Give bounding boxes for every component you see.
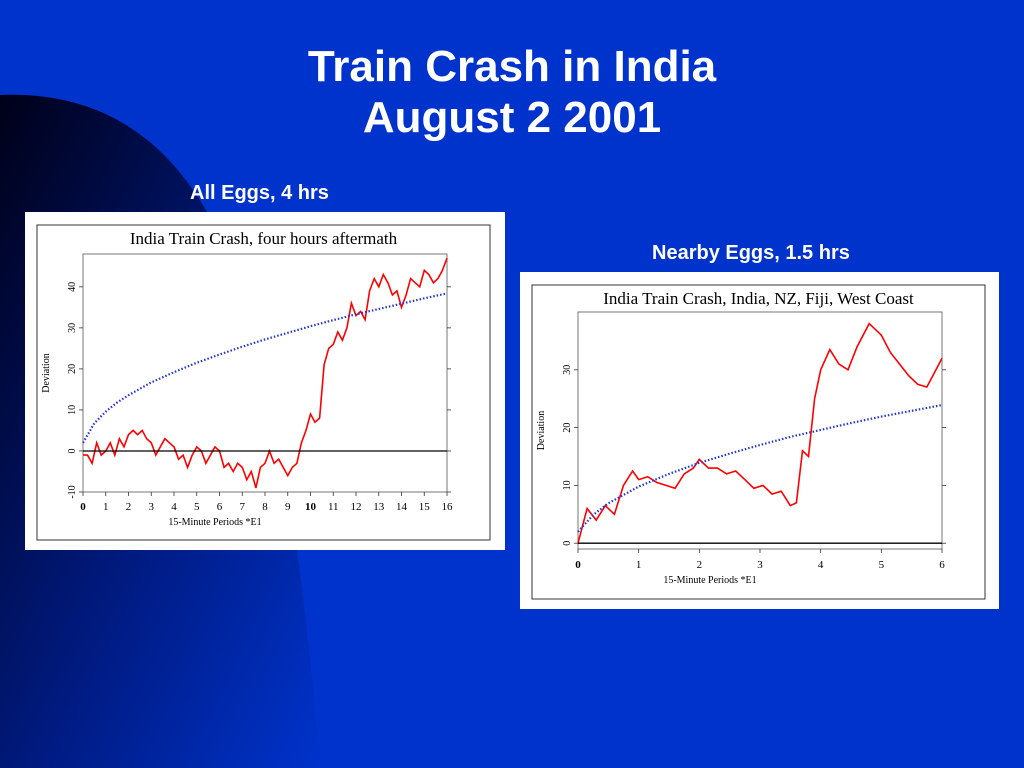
chart-card-right: India Train Crash, India, NZ, Fiji, West…	[520, 272, 999, 609]
x-tick-label: 9	[285, 501, 291, 513]
y-axis-label: Deviation	[536, 411, 547, 450]
x-tick-label: 16	[442, 501, 454, 513]
slide-title-line1: Train Crash in India	[307, 42, 717, 91]
y-tick-label: 20	[67, 364, 78, 374]
y-tick-label: 40	[67, 282, 78, 292]
x-tick-label: 1	[636, 559, 642, 571]
plot-area	[82, 253, 448, 493]
y-tick-label: 30	[562, 365, 573, 375]
chart-frame	[531, 284, 986, 600]
x-tick-label: 12	[351, 501, 362, 513]
x-tick-label: 0	[575, 559, 581, 571]
y-tick-label: 30	[67, 323, 78, 333]
x-tick-label: 3	[149, 501, 155, 513]
y-tick-label: 0	[67, 448, 78, 453]
series-expected-curve	[82, 292, 448, 444]
slide-title-line2: August 2 2001	[362, 93, 662, 142]
x-tick-label: 15	[419, 501, 431, 513]
y-axis-label: Deviation	[41, 353, 52, 392]
x-axis-label: 15-Minute Periods *E1	[168, 517, 261, 528]
series-deviation-line	[577, 322, 943, 544]
x-tick-label: 11	[328, 501, 339, 513]
x-tick-label: 10	[305, 501, 317, 513]
x-tick-label: 6	[939, 559, 945, 571]
y-tick-label: 0	[562, 541, 573, 546]
chart-title: India Train Crash, four hours aftermath	[130, 229, 398, 248]
x-tick-label: 13	[373, 501, 385, 513]
x-tick-label: 5	[194, 501, 200, 513]
x-tick-label: 5	[879, 559, 885, 571]
x-tick-label: 7	[240, 501, 246, 513]
series-expected-curve	[577, 404, 943, 533]
x-axis-label: 15-Minute Periods *E1	[663, 575, 756, 586]
chart-card-left: India Train Crash, four hours aftermath -…	[25, 212, 505, 550]
x-tick-label: 1	[103, 501, 109, 513]
x-tick-label: 2	[697, 559, 703, 571]
caption-nearby-eggs: Nearby Eggs, 1.5 hrs	[652, 242, 850, 264]
x-tick-label: 3	[757, 559, 763, 571]
caption-all-eggs: All Eggs, 4 hrs	[190, 182, 329, 204]
x-tick-label: 8	[262, 501, 268, 513]
y-tick-label: 10	[67, 405, 78, 415]
y-tick-label: -10	[67, 485, 78, 498]
series-deviation-line	[83, 257, 448, 489]
chart-frame	[36, 224, 491, 541]
chart-right: India Train Crash, India, NZ, Fiji, West…	[531, 284, 986, 600]
x-tick-label: 14	[396, 501, 408, 513]
x-tick-label: 2	[126, 501, 132, 513]
x-tick-label: 6	[217, 501, 223, 513]
chart-title: India Train Crash, India, NZ, Fiji, West…	[603, 289, 914, 308]
x-tick-label: 0	[80, 501, 86, 513]
chart-left: India Train Crash, four hours aftermath -…	[36, 224, 491, 541]
x-tick-label: 4	[818, 559, 824, 571]
x-tick-label: 4	[171, 501, 177, 513]
y-tick-label: 10	[562, 480, 573, 490]
y-tick-label: 20	[562, 423, 573, 433]
